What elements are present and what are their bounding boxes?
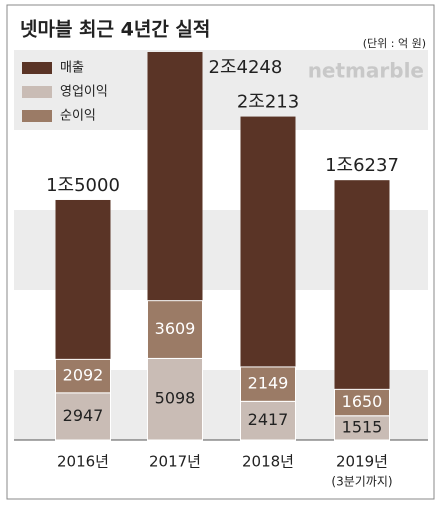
x-tick-note: (3분기까지) — [331, 475, 392, 489]
legend-swatch — [22, 110, 52, 122]
bar-segment — [55, 358, 111, 394]
bar-segment — [334, 388, 390, 417]
segment-label: 1515 — [342, 417, 383, 436]
segment-label: 2149 — [248, 374, 289, 393]
legend-swatch — [22, 86, 52, 98]
legend-label: 영업이익 — [60, 85, 108, 100]
segment-label: 2947 — [63, 406, 104, 425]
legend-swatch — [22, 62, 52, 74]
value-label: 1조6237 — [325, 155, 399, 176]
legend-label: 매출 — [60, 61, 84, 76]
value-label: 1조5000 — [46, 175, 120, 196]
segment-label: 1650 — [342, 392, 383, 411]
bar-segment — [240, 366, 296, 402]
segment-label: 2417 — [248, 410, 289, 429]
band — [14, 50, 428, 130]
chart-title: 넷마블 최근 4년간 실적 — [20, 19, 210, 41]
value-label: 2조4248 — [209, 57, 283, 78]
x-tick-label: 2016년 — [57, 453, 109, 471]
value-label: 2조213 — [237, 92, 299, 113]
unit-label: (단위 : 억 원) — [363, 37, 426, 50]
bar-segment — [240, 400, 296, 441]
segment-label: 3609 — [155, 319, 196, 338]
segment-label: 2092 — [63, 366, 104, 385]
bar-segment — [147, 300, 203, 359]
bar-segment — [55, 392, 111, 441]
x-tick-label: 2017년 — [149, 453, 201, 471]
logo: netmarble — [308, 59, 424, 83]
x-tick-label: 2019년 — [336, 453, 388, 471]
segment-label: 5098 — [155, 389, 196, 408]
bar-segment — [334, 415, 390, 441]
bar-segment — [147, 357, 203, 441]
x-tick-label: 2018년 — [242, 453, 294, 471]
frame — [6, 4, 435, 500]
legend-label: 순이익 — [60, 109, 96, 124]
